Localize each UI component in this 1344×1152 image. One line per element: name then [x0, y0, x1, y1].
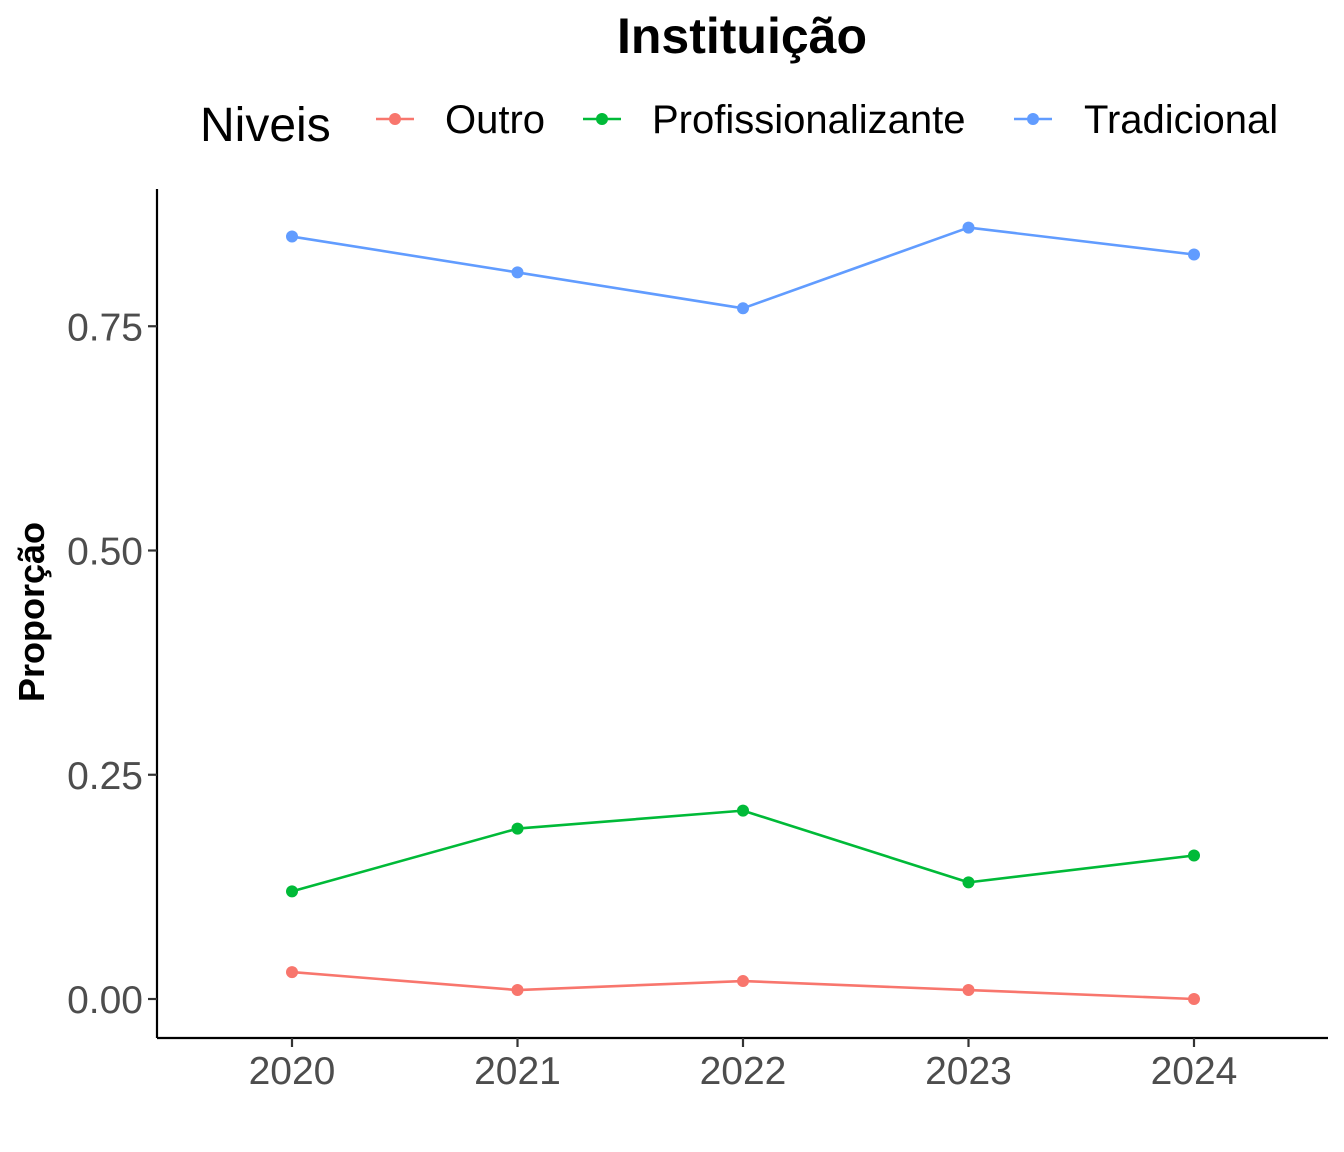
- x-tick-label: 2021: [474, 1050, 561, 1093]
- data-point: [737, 302, 749, 315]
- series-outro: [286, 966, 1200, 1005]
- series-profissionalizante: [286, 804, 1200, 898]
- legend-key-point: [389, 113, 401, 125]
- legend-label: Tradicional: [1084, 98, 1278, 142]
- legend-label: Outro: [445, 98, 545, 142]
- data-point: [286, 885, 298, 898]
- legend-item-tradicional: Tradicional: [1014, 98, 1278, 142]
- data-point: [1188, 993, 1200, 1005]
- x-tick-label: 2020: [249, 1050, 336, 1093]
- legend: Outro Profissionalizante Tradicional: [376, 98, 1278, 142]
- series-tradicional: [286, 221, 1200, 315]
- data-point: [511, 266, 524, 279]
- data-point: [286, 966, 298, 979]
- data-point: [286, 230, 298, 243]
- y-tick-label: 0.75: [67, 306, 143, 349]
- data-point: [962, 876, 975, 889]
- series-line: [291, 809, 1195, 893]
- data-point: [962, 221, 975, 234]
- data-point: [962, 984, 975, 997]
- legend-label: Profissionalizante: [652, 98, 966, 142]
- y-axis-title: Proporção: [11, 522, 52, 702]
- legend-item-profissionalizante: Profissionalizante: [583, 98, 966, 142]
- x-tick-label: 2024: [1151, 1050, 1238, 1093]
- legend-key-point: [1027, 113, 1039, 125]
- data-point: [737, 975, 749, 988]
- x-axis: 2020 2021 2022 2023 2024: [249, 1038, 1238, 1093]
- legend-item-outro: Outro: [376, 98, 545, 142]
- x-tick-label: 2023: [925, 1050, 1012, 1093]
- data-point: [737, 804, 749, 817]
- data-point: [511, 984, 524, 997]
- series-line: [291, 226, 1195, 310]
- plot-area: [286, 221, 1200, 1005]
- y-tick-label: 0.00: [67, 979, 143, 1022]
- data-point: [1188, 248, 1200, 261]
- chart-title: Instituição: [617, 8, 867, 64]
- x-tick-label: 2022: [700, 1050, 787, 1093]
- data-point: [1188, 849, 1200, 862]
- y-tick-label: 0.50: [67, 531, 143, 574]
- legend-title: Niveis: [200, 99, 331, 152]
- y-axis: 0.00 0.25 0.50 0.75: [67, 306, 157, 1022]
- data-point: [511, 822, 524, 835]
- y-tick-label: 0.25: [67, 755, 143, 798]
- legend-key-point: [596, 113, 608, 125]
